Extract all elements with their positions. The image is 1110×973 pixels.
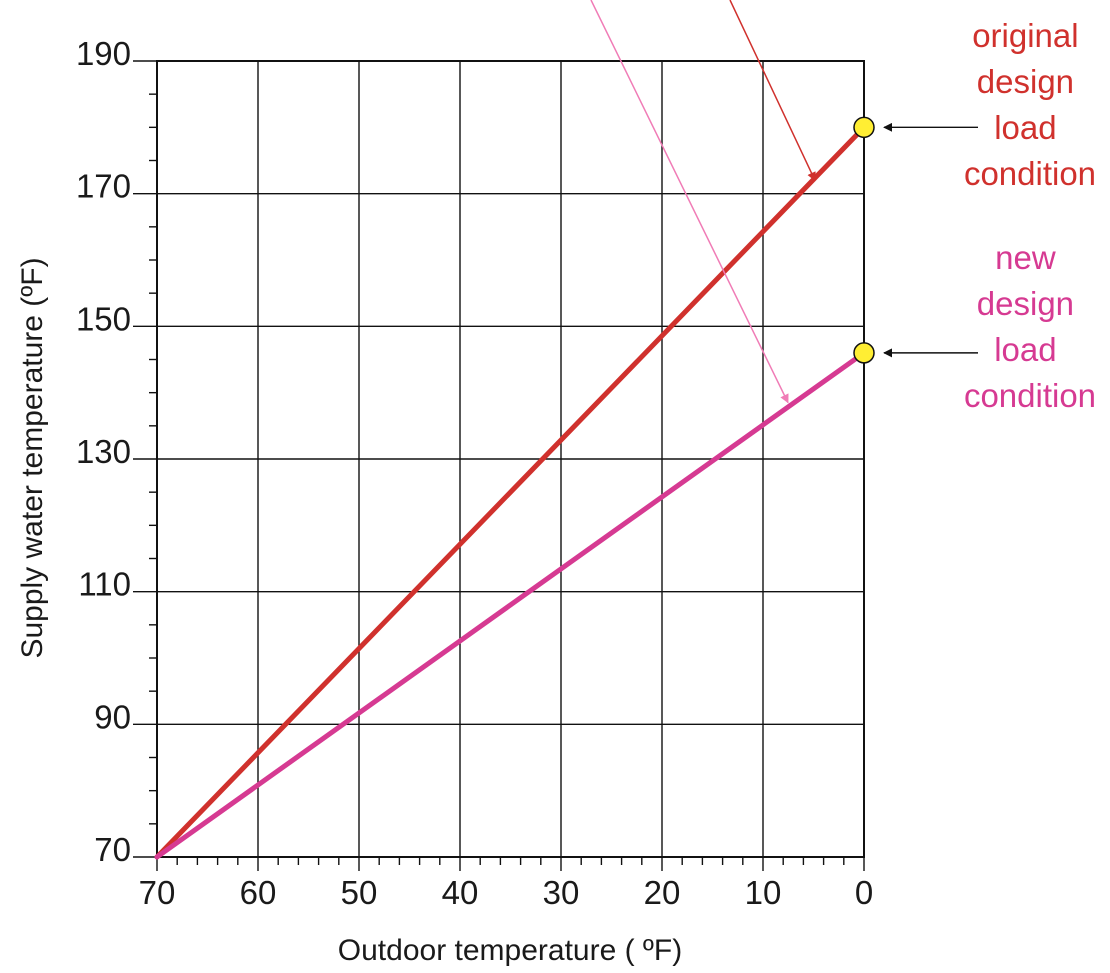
y-tick-label-190: 190	[76, 35, 131, 72]
annotation-original-design-load: original design load condition	[964, 17, 1096, 192]
shift-arrow-pink	[590, 0, 789, 404]
annotation-new-line-1: new	[995, 239, 1056, 276]
design-point-original	[853, 116, 875, 139]
x-tick-label-20: 20	[644, 874, 681, 911]
y-axis-title: Supply water temperature (ºF)	[16, 257, 49, 658]
minor-ticks	[133, 60, 865, 871]
x-tick-label-30: 30	[543, 874, 580, 911]
x-tick-label-0: 0	[855, 874, 873, 911]
series-line-original	[154, 124, 867, 860]
x-tick-label-70: 70	[139, 874, 176, 911]
x-tick-label-10: 10	[745, 874, 782, 911]
x-axis-title: Outdoor temperature ( ºF)	[338, 934, 682, 967]
y-tick-label-130: 130	[76, 433, 131, 470]
y-tick-label-110: 110	[78, 566, 131, 603]
y-tick-label-150: 150	[76, 300, 131, 337]
x-tick-label-40: 40	[442, 874, 479, 911]
design-point-new	[853, 342, 875, 364]
annotation-new-design-load: new design load condition	[964, 239, 1096, 414]
design-point-markers	[853, 116, 875, 364]
series-line-new	[154, 350, 867, 860]
series-lines	[154, 124, 867, 860]
annotation-original-line-4: condition	[964, 155, 1096, 192]
x-tick-label-50: 50	[341, 874, 378, 911]
shift-arrow-red	[729, 0, 816, 182]
annotation-original-line-2: design	[977, 63, 1074, 100]
y-tick-label-70: 70	[94, 831, 131, 868]
y-tick-label-170: 170	[76, 168, 131, 205]
grid	[156, 60, 865, 858]
annotation-new-line-4: condition	[964, 377, 1096, 414]
y-tick-label-90: 90	[94, 698, 131, 735]
annotation-arrows	[590, 0, 978, 404]
annotation-original-line-1: original	[972, 17, 1078, 54]
tick-labels: 70 60 50 40 30 20 10 0 70 90 110 130 150 170 190	[76, 35, 873, 911]
annotation-original-line-3: load	[994, 109, 1056, 146]
annotation-new-line-3: load	[994, 331, 1056, 368]
x-tick-label-60: 60	[240, 874, 277, 911]
annotation-new-line-2: design	[977, 285, 1074, 322]
